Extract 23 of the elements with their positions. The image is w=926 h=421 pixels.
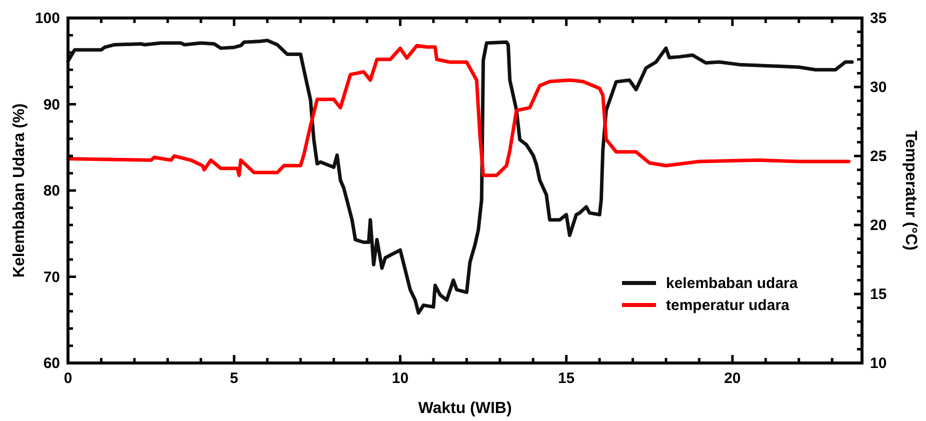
- y-axis-title: Kelembaban Udara (%): [11, 103, 28, 278]
- x-tick-label: 5: [230, 370, 238, 387]
- legend-label: temperatur udara: [666, 297, 790, 314]
- line-series: [66, 38, 854, 315]
- y2-tick-label: 35: [870, 10, 887, 27]
- y-tick-label: 60: [43, 355, 60, 372]
- line-series: [66, 44, 850, 178]
- x-axis-title: Waktu (WIB): [418, 400, 512, 417]
- y-tick-label: 80: [43, 182, 60, 200]
- y2-tick-label: 20: [870, 217, 887, 234]
- y2-axis-title: Temperatur (°C): [902, 130, 919, 250]
- y-tick-label: 90: [43, 96, 60, 114]
- x-tick-label: 20: [724, 370, 741, 387]
- y2-tick-label: 10: [870, 355, 887, 372]
- x-tick-label: 10: [392, 370, 409, 387]
- y2-tick-label: 25: [870, 148, 887, 165]
- x-tick-label: 15: [558, 370, 575, 387]
- y2-tick-label: 30: [870, 79, 887, 96]
- y2-tick-label: 15: [870, 286, 887, 303]
- legend-label: kelembaban udara: [666, 275, 798, 292]
- y-tick-label: 100: [34, 10, 60, 27]
- y-tick-label: 70: [43, 268, 60, 286]
- x-tick-label: 0: [64, 370, 72, 387]
